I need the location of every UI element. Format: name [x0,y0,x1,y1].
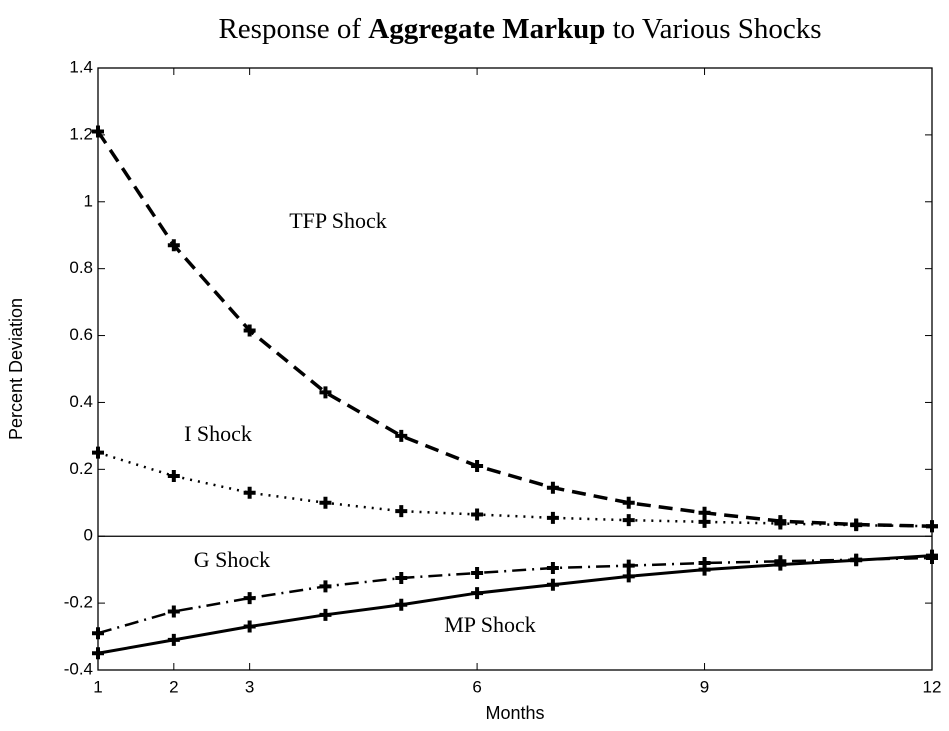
y-tick-label: 0 [84,526,93,545]
x-tick-label: 3 [245,677,254,696]
marker [926,520,938,533]
marker [167,470,180,483]
marker [698,515,711,528]
marker [622,496,635,509]
marker [774,558,787,571]
marker [319,386,332,399]
series-line [96,130,933,528]
marker [92,125,104,138]
marker [546,511,559,524]
plot-frame [97,67,933,671]
series-label: MP Shock [444,612,535,637]
y-tick-label: 0.4 [69,392,93,411]
marker [546,481,559,494]
y-tick-label: 1.4 [69,57,93,76]
marker [926,549,938,562]
x-axis-label: Months [485,703,544,723]
y-axis-label: Percent Deviation [6,298,26,440]
marker [319,608,332,621]
marker [546,578,559,591]
marker [92,627,104,640]
series-line [97,556,933,635]
y-tick-label: 1 [84,191,93,210]
marker [243,324,256,337]
marker [92,446,104,459]
y-tick-label: -0.4 [64,659,93,678]
series-line [97,451,933,528]
marker [471,459,484,472]
x-tick-label: 12 [923,677,942,696]
marker [167,633,180,646]
marker [850,554,863,567]
title-part: to Various Shocks [613,13,822,45]
x-tick-label: 6 [472,677,481,696]
marker [774,517,787,530]
y-tick-label: 0.2 [69,459,93,478]
y-tick-label: 0.6 [69,325,93,344]
marker [471,587,484,600]
title-part: Aggregate Markup [368,13,605,45]
marker [698,563,711,576]
marker [471,567,484,580]
marker [395,572,408,585]
marker [622,514,635,527]
marker [243,592,256,605]
marker [243,486,256,499]
marker [92,647,104,660]
y-tick-label: -0.2 [64,593,93,612]
series-line [97,554,933,655]
marker [546,561,559,574]
marker [167,605,180,618]
chart-title: Response of Aggregate Markup to Various … [218,13,821,45]
x-tick-label: 2 [169,677,178,696]
x-tick-label: 9 [700,677,709,696]
title-part: Response of [218,13,361,45]
marker [395,598,408,611]
marker [319,496,332,509]
marker [395,429,408,442]
marker [850,519,863,532]
y-tick-label: 0.8 [69,258,93,277]
series-label: G Shock [194,547,270,572]
marker [395,505,408,518]
y-tick-label: 1.2 [69,124,93,143]
marker [622,559,635,572]
x-tick-label: 1 [93,677,102,696]
marker [622,570,635,583]
marker [319,580,332,593]
series-label: I Shock [184,421,252,446]
marker [471,508,484,521]
marker [167,239,180,252]
series-label: TFP Shock [289,208,387,233]
marker [243,620,256,633]
